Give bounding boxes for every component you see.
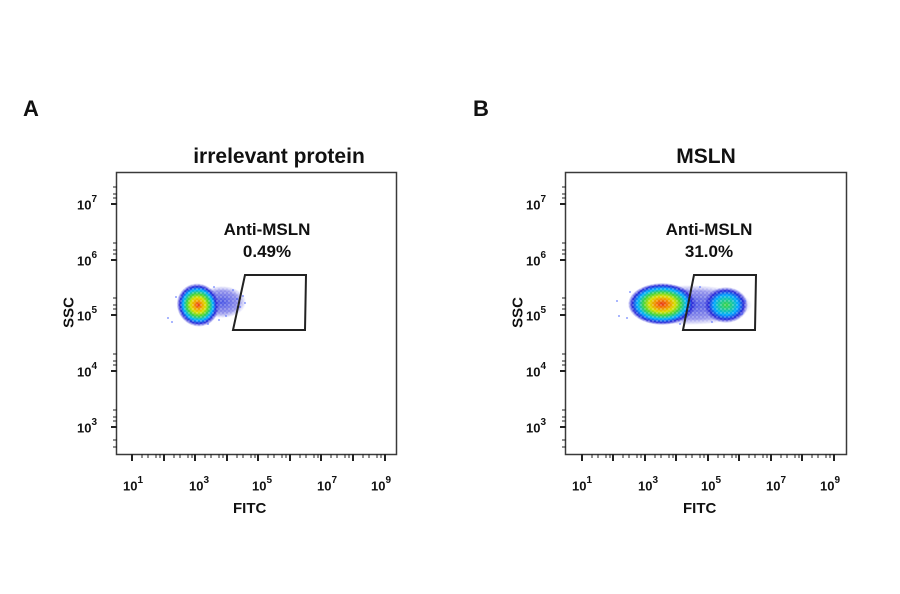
- x-axis-title-b: FITC: [683, 500, 717, 517]
- gate-percent-a: 0.49%: [242, 242, 292, 261]
- y-axis-ticks-b: [560, 186, 566, 448]
- y-tick-b-1e7: 107: [526, 194, 547, 213]
- plot-a: [111, 171, 398, 461]
- y-axis-ticks-a: [111, 186, 117, 448]
- x-axis-ticks-b: [581, 454, 835, 461]
- y-tick-b-1e4: 104: [526, 361, 547, 380]
- y-tick-b-1e5: 105: [526, 305, 547, 324]
- y-tick-b-1e3: 103: [526, 417, 547, 436]
- y-tick-b-1e6: 106: [526, 250, 547, 269]
- gate-name-b: Anti-MSLN: [665, 220, 753, 239]
- gate-label-a: Anti-MSLN 0.49%: [197, 219, 337, 263]
- y-tick-a-1e4: 104: [77, 361, 98, 380]
- x-tick-b-1e5: 105: [701, 475, 722, 494]
- x-tick-b-1e1: 101: [572, 475, 593, 494]
- x-tick-b-1e3: 103: [638, 475, 659, 494]
- x-tick-a-1e5: 105: [252, 475, 273, 494]
- y-tick-a-1e5: 105: [77, 305, 98, 324]
- panel-label-a: A: [23, 96, 39, 121]
- plot-b: [560, 171, 848, 461]
- y-axis-title-a: SSC: [60, 297, 78, 328]
- gate-name-a: Anti-MSLN: [223, 220, 311, 239]
- x-tick-b-1e9: 109: [820, 475, 841, 494]
- gate-polygon-b: [681, 274, 758, 331]
- panel-label-b: B: [473, 96, 489, 121]
- plot-frame-b: [564, 171, 848, 456]
- x-axis-ticks-a: [131, 454, 386, 461]
- panel-title-b: MSLN: [676, 145, 736, 168]
- y-tick-a-1e3: 103: [77, 417, 98, 436]
- y-tick-a-1e6: 106: [77, 250, 98, 269]
- x-tick-a-1e3: 103: [189, 475, 210, 494]
- y-axis-title-b: SSC: [509, 297, 527, 328]
- gate-label-b: Anti-MSLN 31.0%: [639, 219, 779, 263]
- x-tick-a-1e9: 109: [371, 475, 392, 494]
- x-axis-title-a: FITC: [233, 500, 267, 517]
- gate-percent-b: 31.0%: [684, 242, 734, 261]
- gate-polygon-a: [231, 274, 308, 331]
- y-tick-a-1e7: 107: [77, 194, 98, 213]
- x-tick-a-1e7: 107: [317, 475, 338, 494]
- plot-frame-a: [115, 171, 398, 456]
- x-tick-b-1e7: 107: [766, 475, 787, 494]
- x-tick-a-1e1: 101: [123, 475, 144, 494]
- panel-title-a: irrelevant protein: [193, 145, 365, 168]
